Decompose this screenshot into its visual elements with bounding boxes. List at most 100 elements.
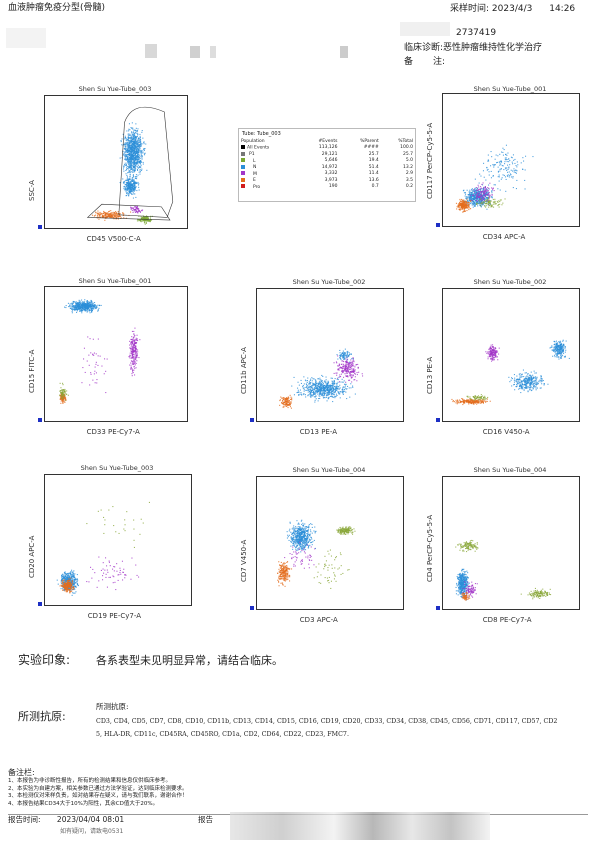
event-dot xyxy=(340,354,342,356)
event-dot xyxy=(318,395,320,397)
event-dot xyxy=(133,351,135,353)
event-dot xyxy=(137,156,139,158)
event-dot xyxy=(530,381,532,383)
event-dot xyxy=(64,391,66,393)
event-dot xyxy=(138,357,140,359)
event-dot xyxy=(72,305,74,307)
event-dot xyxy=(124,158,126,160)
event-dot xyxy=(489,203,491,205)
event-dot xyxy=(349,353,351,355)
event-dot xyxy=(470,201,472,203)
event-dot xyxy=(125,146,127,148)
event-dot xyxy=(126,174,128,176)
event-dot xyxy=(502,165,504,167)
event-dot xyxy=(110,214,112,216)
event-dot xyxy=(331,388,333,390)
event-dot xyxy=(349,361,351,363)
event-dot xyxy=(341,369,343,371)
event-dot xyxy=(135,155,137,157)
event-dot xyxy=(528,382,530,384)
event-dot xyxy=(135,161,137,163)
event-dot xyxy=(333,387,335,389)
event-dot xyxy=(503,169,505,171)
event-dot xyxy=(327,388,329,390)
event-dot xyxy=(478,192,480,194)
event-dot xyxy=(103,210,105,212)
event-dot xyxy=(97,355,99,357)
event-dot xyxy=(129,133,131,135)
event-dot xyxy=(491,204,493,206)
event-dot xyxy=(332,393,334,395)
event-dot xyxy=(289,401,291,403)
event-dot xyxy=(475,196,477,198)
event-dot xyxy=(482,184,484,186)
table-cell: 0.7 xyxy=(371,184,379,190)
event-dot xyxy=(327,384,329,386)
event-dot xyxy=(481,202,483,204)
event-dot xyxy=(485,194,487,196)
event-dot xyxy=(319,377,321,379)
event-dot xyxy=(308,389,310,391)
event-dot xyxy=(123,151,125,153)
event-dot xyxy=(139,168,141,170)
event-dot xyxy=(509,164,511,166)
event-dot xyxy=(133,135,135,137)
event-dot xyxy=(488,171,490,173)
event-dot xyxy=(287,405,289,407)
event-dot xyxy=(506,175,508,177)
event-dot xyxy=(468,207,470,209)
event-dot xyxy=(502,147,504,149)
event-dot xyxy=(497,171,499,173)
event-dot xyxy=(516,179,518,181)
event-dot xyxy=(464,202,466,204)
event-dot xyxy=(486,208,488,210)
event-dot xyxy=(130,138,132,140)
event-dot xyxy=(135,137,137,139)
event-dot xyxy=(145,222,147,224)
event-dot xyxy=(474,191,476,193)
event-dot xyxy=(463,209,465,211)
event-dot xyxy=(323,386,325,388)
event-dot xyxy=(329,389,331,391)
event-dot xyxy=(134,166,136,168)
event-dot xyxy=(100,212,102,214)
event-dot xyxy=(84,309,86,311)
event-dot xyxy=(128,163,130,165)
event-dot xyxy=(105,370,107,372)
event-dot xyxy=(480,199,482,201)
event-dot xyxy=(101,216,103,218)
event-dot xyxy=(134,342,136,344)
event-dot xyxy=(88,309,90,311)
event-dot xyxy=(517,164,519,166)
event-dot xyxy=(285,405,287,407)
event-dot xyxy=(329,392,331,394)
event-dot xyxy=(71,307,73,309)
event-dot xyxy=(317,378,319,380)
event-dot xyxy=(340,376,342,378)
event-dot xyxy=(132,152,134,154)
event-dot xyxy=(96,382,98,384)
event-dot xyxy=(142,151,144,153)
event-dot xyxy=(535,389,537,391)
event-dot xyxy=(132,355,134,357)
population-color-swatch xyxy=(241,177,245,182)
event-dot xyxy=(322,387,324,389)
event-dot xyxy=(126,151,128,153)
event-dot xyxy=(330,377,332,379)
event-dot xyxy=(127,182,129,184)
event-dot xyxy=(85,305,87,307)
event-dot xyxy=(317,382,319,384)
event-dot xyxy=(136,165,138,167)
event-dot xyxy=(519,381,521,383)
event-dot xyxy=(283,406,285,408)
event-dot xyxy=(538,380,540,382)
event-dot xyxy=(289,403,291,405)
event-dot xyxy=(61,398,63,400)
event-dot xyxy=(84,302,86,304)
event-dot xyxy=(86,300,88,302)
event-dot xyxy=(468,197,470,199)
event-dot xyxy=(327,395,329,397)
event-dot xyxy=(134,374,136,376)
event-dot xyxy=(311,389,313,391)
event-dot xyxy=(136,136,138,138)
